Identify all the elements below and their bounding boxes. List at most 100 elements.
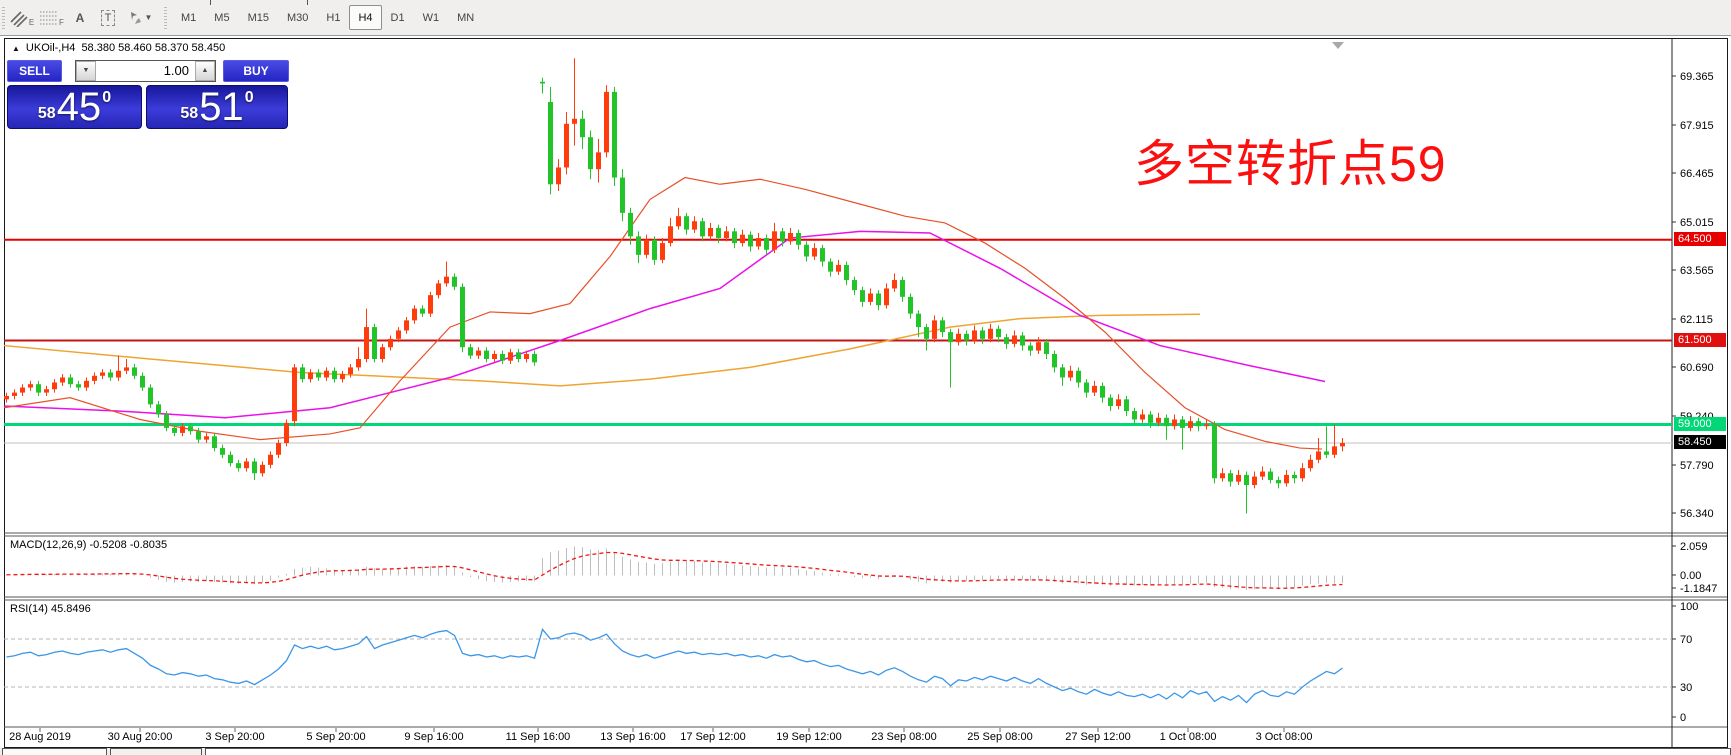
candle-body — [1020, 335, 1025, 346]
candle-body — [476, 350, 481, 356]
candle-body — [388, 338, 393, 348]
macd-axis-label: -1.1847 — [1680, 583, 1717, 595]
candle-body — [508, 352, 513, 361]
candle-body — [692, 221, 697, 230]
buy-price-panel[interactable]: 58 51 0 — [146, 85, 288, 129]
candle-body — [156, 404, 161, 415]
candle-body — [1028, 345, 1033, 351]
dotted-grid-icon — [40, 11, 59, 24]
candle-body — [868, 293, 873, 302]
candle-body — [1284, 474, 1289, 484]
price-tick-label: 62.115 — [1680, 314, 1713, 326]
candle-body — [84, 380, 89, 388]
candle-body — [1076, 370, 1081, 383]
text-box-tool-button[interactable]: T — [94, 5, 122, 30]
timeframe-M5-button[interactable]: M5 — [205, 5, 238, 30]
timeframe-M15-button[interactable]: M15 — [239, 5, 278, 30]
candle-body — [1180, 419, 1185, 428]
volume-decrease-button[interactable]: ▼ — [76, 60, 96, 81]
candle-body — [1140, 414, 1145, 420]
price-tick-label: 60.690 — [1680, 362, 1714, 374]
candle-body — [228, 454, 233, 464]
date-tick-label: 27 Sep 12:00 — [1065, 731, 1130, 743]
chart-window[interactable] — [4, 38, 1728, 748]
timeframe-D1-button[interactable]: D1 — [382, 5, 414, 30]
text-box-icon: T — [100, 9, 116, 26]
price-tick-label: 63.565 — [1680, 265, 1714, 277]
candle-body — [812, 248, 817, 257]
timeframe-H1-button[interactable]: H1 — [317, 5, 349, 30]
candle-body — [548, 101, 553, 185]
date-tick-label: 5 Sep 20:00 — [306, 731, 365, 743]
cursor-mode-button[interactable]: ▼ — [122, 5, 158, 30]
candle-body — [1084, 382, 1089, 393]
candle-body — [468, 347, 473, 356]
candle-body — [852, 280, 857, 291]
candle-body — [524, 353, 529, 359]
sell-price-panel[interactable]: 58 45 0 — [7, 85, 142, 129]
candle-body — [348, 367, 353, 375]
date-tick-label: 9 Sep 16:00 — [404, 731, 463, 743]
candle-body — [756, 238, 761, 247]
candle-body — [1196, 421, 1201, 427]
candle-body — [1164, 417, 1169, 427]
timeframe-MN-button[interactable]: MN — [448, 5, 483, 30]
fibonacci-grid-tool-button[interactable]: F — [38, 5, 66, 30]
price-level-badge: 59.000 — [1674, 416, 1726, 431]
candle-body — [604, 91, 609, 153]
candle-body — [196, 431, 201, 440]
candle-body — [892, 280, 897, 289]
candle-body — [716, 227, 721, 239]
candle-body — [732, 231, 737, 244]
candle-body — [572, 118, 577, 124]
candle-body — [796, 233, 801, 245]
candle-body — [44, 389, 49, 393]
candle-body — [1188, 421, 1193, 428]
date-tick-label: 30 Aug 20:00 — [108, 731, 173, 743]
chart-tab[interactable] — [2, 748, 107, 755]
price-tick-label: 66.465 — [1680, 168, 1714, 180]
date-tick-label: 28 Aug 2019 — [9, 731, 71, 743]
toolbar-grip[interactable] — [2, 7, 5, 29]
timeframe-button-group: M1 M5 M15 M30 H1 H4 D1 W1 MN — [172, 5, 483, 30]
candle-body — [1068, 370, 1073, 378]
rsi-axis-label: 30 — [1680, 682, 1692, 694]
volume-input[interactable] — [96, 60, 195, 81]
buy-button[interactable]: BUY — [223, 59, 289, 82]
candle-body — [700, 221, 705, 237]
candle-body — [740, 234, 745, 244]
timeframe-W1-button[interactable]: W1 — [414, 5, 449, 30]
sell-price-whole: 58 — [37, 105, 56, 122]
candle-body — [1260, 471, 1265, 477]
equidistant-channel-tool-button[interactable]: E — [8, 5, 36, 30]
timeframe-M30-button[interactable]: M30 — [278, 5, 317, 30]
rsi-axis-label: 70 — [1680, 634, 1692, 646]
ma-magenta-line — [3, 230, 1326, 419]
candle-body — [372, 327, 377, 359]
buy-price-pips: 51 — [199, 85, 244, 129]
text-label-tool-button[interactable]: A — [66, 5, 94, 30]
candle-body — [996, 328, 1001, 338]
collapse-triangle-icon[interactable]: ▲ — [12, 43, 20, 53]
candle-body — [356, 359, 361, 368]
price-tick-label: 56.340 — [1680, 508, 1714, 520]
candle-body — [676, 216, 681, 227]
candle-body — [148, 387, 153, 405]
candle-body — [300, 367, 305, 380]
timeframe-H4-button[interactable]: H4 — [349, 5, 382, 30]
toolbar-grip[interactable] — [164, 7, 167, 29]
channel-lines-icon — [10, 10, 28, 27]
chart-tab[interactable] — [110, 748, 202, 755]
sell-button[interactable]: SELL — [7, 59, 62, 82]
chart-tab[interactable] — [205, 748, 1731, 755]
candle-body — [916, 313, 921, 328]
candle-body — [140, 375, 145, 388]
candle-body — [748, 234, 753, 247]
candle-body — [500, 353, 505, 361]
volume-increase-button[interactable]: ▲ — [195, 60, 215, 81]
candle-body — [780, 231, 785, 242]
candle-body — [1124, 399, 1129, 412]
menu-separator-tick — [307, 0, 308, 5]
timeframe-M1-button[interactable]: M1 — [172, 5, 205, 30]
